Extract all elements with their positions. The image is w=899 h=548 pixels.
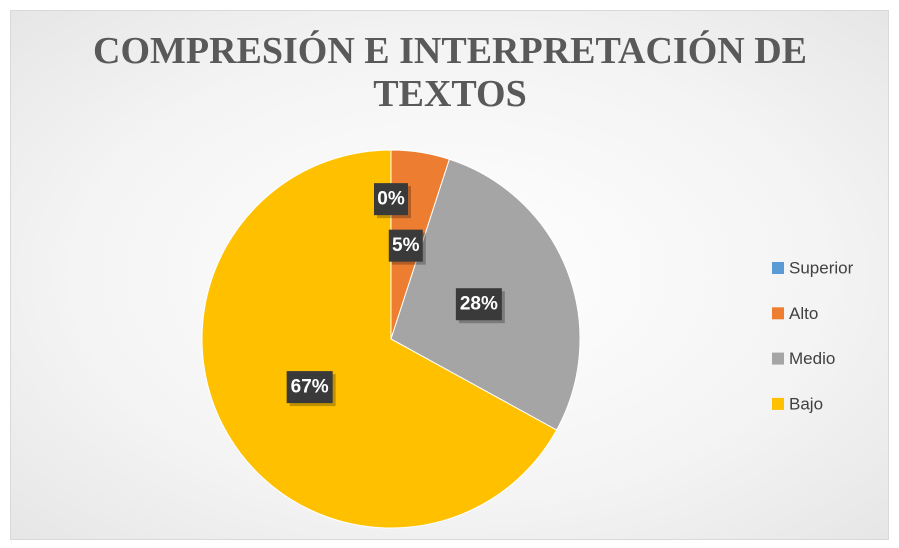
data-label-box	[286, 371, 333, 404]
data-label-text: 67%	[291, 377, 329, 398]
data-label-text: 0%	[377, 189, 405, 210]
data-label: 67%	[286, 371, 336, 407]
data-label-text: 28%	[460, 294, 498, 315]
legend-swatch	[772, 397, 784, 410]
legend-swatch	[772, 307, 784, 320]
legend-swatch	[772, 352, 784, 365]
legend-swatch	[772, 262, 784, 274]
legend-label: Medio	[789, 349, 835, 368]
data-label-box	[455, 288, 502, 321]
data-label: 28%	[455, 288, 505, 324]
data-label-box	[388, 229, 423, 262]
legend-label: Bajo	[789, 394, 823, 413]
legend-label: Superior	[789, 259, 854, 278]
legend-label: Alto	[789, 304, 818, 323]
data-label: 5%	[388, 229, 426, 265]
data-label-text: 5%	[392, 235, 420, 256]
data-label: 0%	[374, 183, 411, 219]
pie-slice	[201, 149, 558, 529]
chart-title: COMPRESIÓN E INTERPRETACIÓN DE TEXTOS	[93, 30, 807, 115]
data-label-box	[374, 183, 408, 216]
